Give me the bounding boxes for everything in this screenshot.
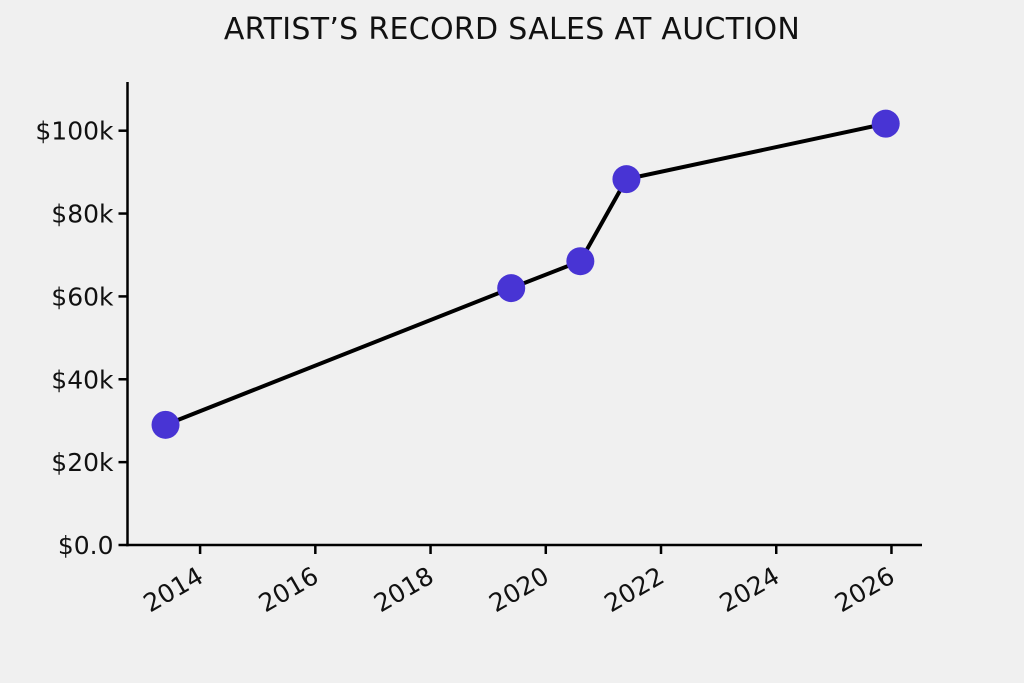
x-tick-label: 2018: [369, 561, 439, 618]
y-tick-label: $40k: [51, 365, 114, 394]
y-tick-label: $100k: [35, 117, 114, 146]
x-tick-label: 2024: [715, 561, 785, 618]
x-tick-label: 2026: [830, 561, 900, 618]
data-point-marker: [871, 109, 900, 138]
data-point-marker: [497, 274, 526, 303]
data-point-marker: [612, 165, 641, 194]
x-tick-label: 2016: [254, 561, 324, 618]
x-tick-label: 2014: [138, 561, 208, 618]
y-tick-label: $60k: [51, 282, 114, 311]
x-tick-label: 2020: [484, 561, 554, 618]
y-tick-label: $20k: [51, 448, 114, 477]
y-tick-label: $0.0: [58, 531, 114, 560]
chart-title: ARTIST’S RECORD SALES AT AUCTION: [223, 12, 801, 47]
x-tick-label: 2022: [599, 561, 669, 618]
data-line: [163, 121, 888, 427]
data-point-marker: [151, 410, 180, 439]
data-point-marker: [566, 247, 595, 276]
y-tick-label: $80k: [51, 200, 114, 229]
